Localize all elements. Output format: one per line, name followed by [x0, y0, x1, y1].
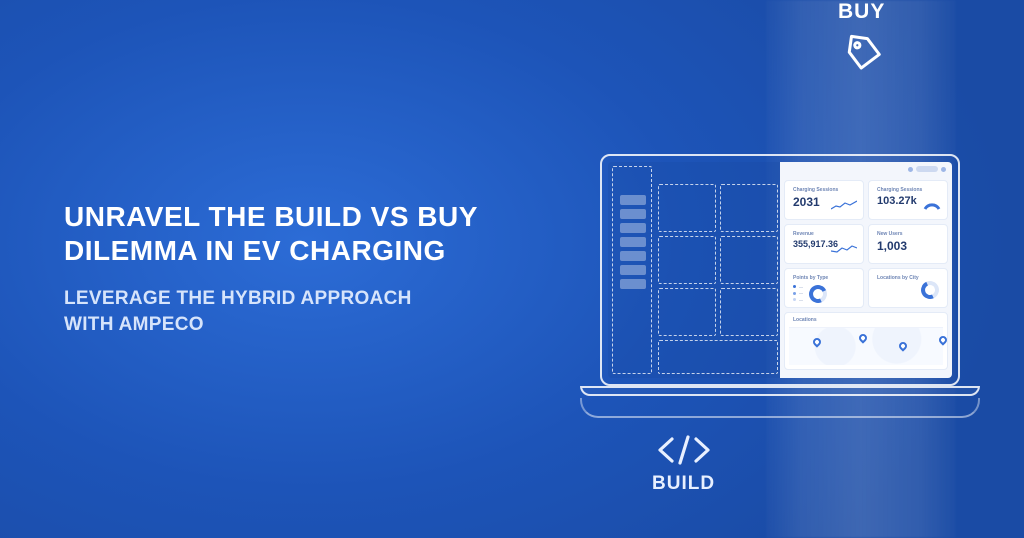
wireframe-tile [720, 184, 778, 232]
card-users: New Users 1,003 [868, 224, 948, 264]
card-sessions: Charging Sessions 2031 [784, 180, 864, 220]
wireframe-tile [720, 288, 778, 336]
wireframe-sidebar [612, 166, 652, 374]
map-pin-icon [811, 336, 822, 347]
wireframe-tile [658, 288, 716, 336]
build-block: BUILD [652, 433, 715, 495]
map-pin-icon [937, 334, 948, 345]
subheadline: LEVERAGE THE HYBRID APPROACH WITH AMPECO [64, 286, 564, 337]
donut-icon [918, 278, 941, 301]
card-value: 1,003 [877, 239, 939, 253]
gauge-icon [923, 195, 941, 213]
buy-block: BUY [838, 0, 885, 78]
map-pin-icon [897, 340, 908, 351]
laptop-base-front [580, 398, 980, 418]
wireframe-sidebar-item [620, 195, 646, 205]
wireframe-sidebar-item [620, 279, 646, 289]
map-pin-icon [857, 332, 868, 343]
card-title: Locations [785, 313, 947, 323]
wireframe-tile [658, 184, 716, 232]
card-sessions-2: Charging Sessions 103.27k [868, 180, 948, 220]
build-label: BUILD [652, 473, 715, 495]
wireframe-sidebar-item [620, 223, 646, 233]
dashboard-topbar [908, 166, 946, 172]
card-revenue: Revenue 355,917.36 [784, 224, 864, 264]
sparkline-icon [831, 243, 857, 255]
copy-block: UNRAVEL THE BUILD VS BUY DILEMMA IN EV C… [64, 200, 564, 338]
buy-label: BUY [838, 0, 885, 24]
hero-banner: UNRAVEL THE BUILD VS BUY DILEMMA IN EV C… [0, 0, 1024, 538]
wireframe-tile [720, 236, 778, 284]
subhead-line-1: LEVERAGE THE HYBRID APPROACH [64, 288, 412, 309]
headline-line-1: UNRAVEL THE BUILD VS BUY [64, 201, 478, 232]
card-locations-map: Locations [784, 312, 948, 370]
wireframe-sidebar-item [620, 265, 646, 275]
laptop-screen: Charging Sessions 2031 Charging Sessions… [600, 154, 960, 386]
code-icon [652, 433, 715, 467]
map-surface [789, 327, 943, 365]
donut-icon [806, 282, 829, 305]
card-by-type: Points by Type — — — [784, 268, 864, 308]
laptop-illustration: Charging Sessions 2031 Charging Sessions… [580, 154, 980, 434]
subhead-line-2: WITH AMPECO [64, 314, 204, 335]
headline: UNRAVEL THE BUILD VS BUY DILEMMA IN EV C… [64, 200, 564, 268]
tag-icon [838, 32, 885, 78]
card-title: New Users [877, 231, 939, 237]
wireframe-sidebar-item [620, 209, 646, 219]
card-title: Revenue [793, 231, 855, 237]
wireframe-sidebar-item [620, 251, 646, 261]
card-by-city: Locations by City [868, 268, 948, 308]
wireframe-tile [658, 340, 778, 374]
card-title: Points by Type [793, 275, 855, 281]
sparkline-icon [831, 199, 857, 211]
build-wireframe [608, 162, 780, 378]
headline-line-2: DILEMMA IN EV CHARGING [64, 235, 446, 266]
wireframe-sidebar-item [620, 237, 646, 247]
dashboard-preview: Charging Sessions 2031 Charging Sessions… [780, 162, 952, 378]
card-title: Charging Sessions [793, 187, 855, 193]
wireframe-tile [658, 236, 716, 284]
laptop-base [580, 386, 980, 396]
card-title: Charging Sessions [877, 187, 939, 193]
